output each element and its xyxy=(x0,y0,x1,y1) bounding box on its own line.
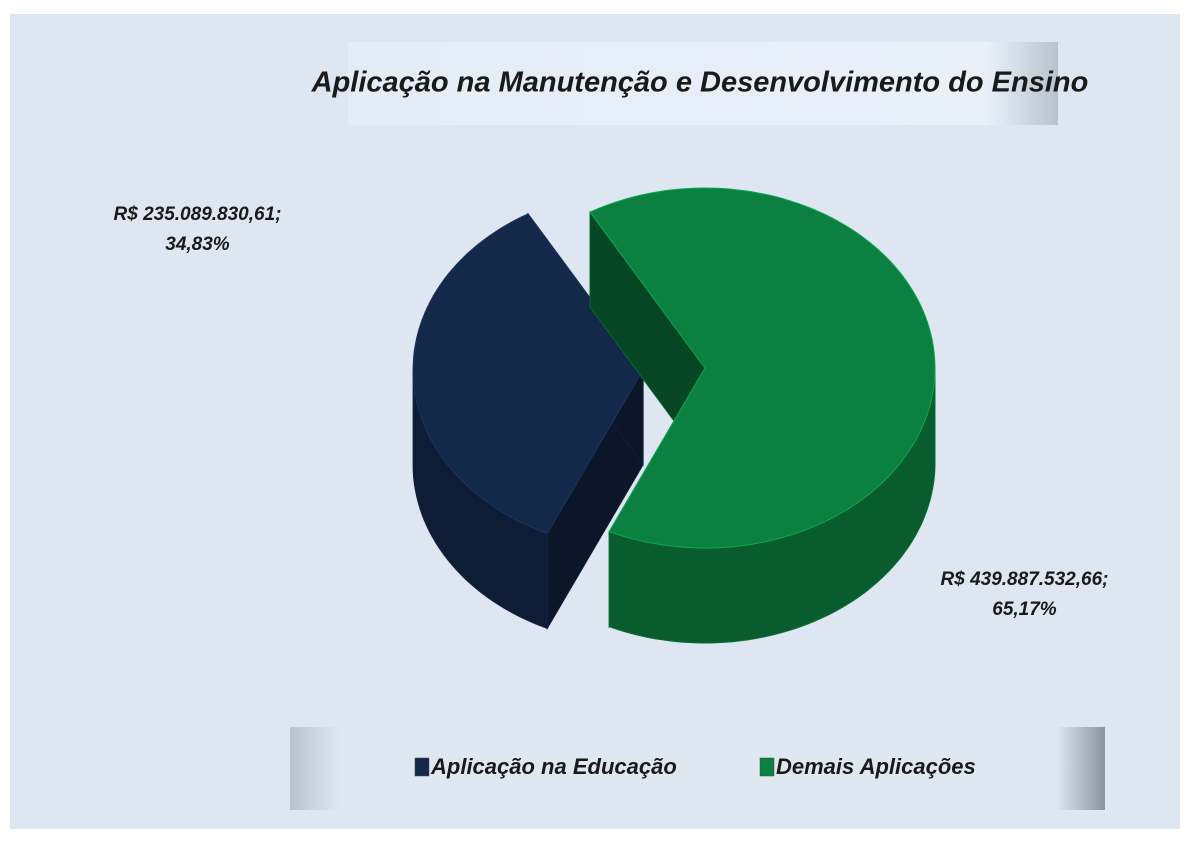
title-box xyxy=(348,42,1058,125)
pie-slice xyxy=(589,187,936,644)
legend: Aplicação na Educação Demais Aplicações xyxy=(414,754,976,779)
legend-swatch xyxy=(414,757,430,777)
legend-label: Aplicação na Educação xyxy=(430,754,677,779)
legend-label: Demais Aplicações xyxy=(776,754,976,779)
pie xyxy=(412,187,936,644)
slice-top xyxy=(589,187,936,549)
data-label: R$ 439.887.532,66; 65,17% xyxy=(940,569,1109,620)
data-label: R$ 235.089.830,61; 34,83% xyxy=(113,204,282,255)
pie-slice xyxy=(412,212,644,631)
legend-swatch xyxy=(759,757,775,777)
chart-title: Aplicação na Manutenção e Desenvolviment… xyxy=(311,67,1089,99)
slice-top xyxy=(412,213,644,535)
legend-box xyxy=(290,727,1105,810)
